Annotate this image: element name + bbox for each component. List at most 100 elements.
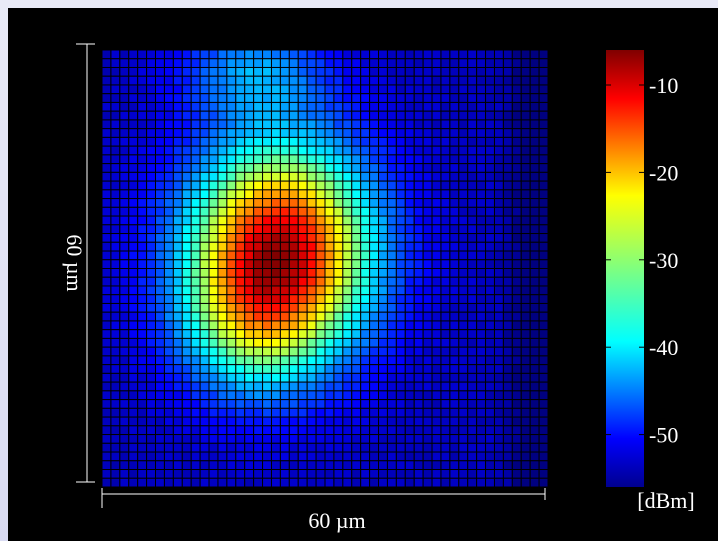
heatmap-cell — [244, 206, 255, 217]
heatmap-cell — [288, 189, 299, 200]
heatmap-cell — [404, 75, 415, 86]
heatmap-cell — [333, 224, 344, 235]
heatmap-cell — [208, 285, 219, 296]
heatmap-cell — [324, 364, 335, 374]
heatmap-cell — [155, 49, 165, 60]
heatmap-cell — [244, 241, 255, 252]
heatmap-cell — [324, 163, 335, 173]
heatmap-cell — [386, 469, 397, 479]
heatmap-cell — [529, 49, 540, 60]
heatmap-cell — [217, 381, 228, 392]
heatmap-cell — [315, 198, 326, 208]
heatmap-cell — [101, 84, 112, 95]
heatmap-cell — [128, 250, 139, 261]
heatmap-cell — [395, 460, 406, 471]
heatmap-cell — [208, 276, 219, 287]
heatmap-cell — [101, 58, 112, 68]
heatmap-cell — [217, 407, 228, 418]
heatmap-cell — [449, 285, 460, 296]
heatmap-cell — [253, 250, 264, 261]
heatmap-cell — [520, 460, 531, 471]
heatmap-cell — [422, 171, 433, 182]
heatmap-cell — [502, 469, 513, 479]
heatmap-cell — [235, 93, 246, 103]
heatmap-cell — [413, 259, 424, 270]
heatmap-cell — [431, 399, 442, 409]
heatmap-cell — [146, 416, 157, 427]
heatmap-cell — [244, 469, 255, 479]
heatmap-cell — [538, 93, 549, 103]
heatmap-cell — [270, 128, 281, 138]
heatmap-cell — [342, 320, 353, 331]
heatmap-cell — [422, 346, 433, 357]
heatmap-cell — [110, 189, 121, 200]
heatmap-cell — [502, 198, 513, 208]
heatmap-cell — [511, 241, 522, 252]
heatmap-cell — [333, 355, 344, 366]
heatmap-cell — [244, 442, 255, 453]
heatmap-cell — [279, 84, 290, 95]
heatmap-cell — [279, 285, 290, 296]
heatmap-cell — [369, 372, 380, 383]
heatmap-cell — [333, 259, 344, 270]
heatmap-cell — [493, 224, 504, 235]
heatmap-cell — [520, 198, 531, 208]
heatmap-cell — [128, 241, 139, 252]
heatmap-cell — [279, 101, 290, 112]
heatmap-cell — [529, 477, 540, 488]
heatmap-cell — [155, 451, 165, 462]
heatmap-cell — [485, 294, 495, 304]
heatmap-cell — [190, 145, 201, 156]
heatmap-cell — [315, 425, 326, 436]
heatmap-cell — [172, 407, 183, 418]
heatmap-cell — [511, 145, 522, 156]
heatmap-cell — [369, 268, 380, 278]
heatmap-cell — [404, 477, 415, 488]
heatmap-cell — [413, 364, 424, 374]
heatmap-cell — [493, 451, 504, 462]
heatmap-cell — [137, 346, 148, 357]
heatmap-cell — [262, 372, 272, 383]
heatmap-cell — [360, 189, 371, 200]
heatmap-cell — [306, 285, 317, 296]
heatmap-cell — [449, 93, 460, 103]
heatmap-cell — [324, 346, 335, 357]
heatmap-cell — [324, 390, 335, 401]
heatmap-cell — [101, 49, 112, 60]
heatmap-cell — [253, 163, 264, 173]
heatmap-cell — [467, 58, 478, 68]
heatmap-cell — [244, 101, 255, 112]
heatmap-cell — [253, 58, 264, 68]
heatmap-cell — [529, 337, 540, 348]
heatmap-cell — [502, 75, 513, 86]
heatmap-cell — [119, 285, 130, 296]
heatmap-cell — [253, 66, 264, 77]
heatmap-cell — [226, 241, 237, 252]
heatmap-cell — [270, 276, 281, 287]
heatmap-cell — [404, 49, 415, 60]
heatmap-cell — [128, 110, 139, 121]
heatmap-cell — [172, 101, 183, 112]
heatmap-cell — [155, 407, 165, 418]
heatmap-cell — [413, 110, 424, 121]
heatmap-cell — [324, 93, 335, 103]
heatmap-cell — [190, 119, 201, 130]
heatmap-cell — [315, 276, 326, 287]
heatmap-cell — [342, 364, 353, 374]
heatmap-cell — [253, 364, 264, 374]
heatmap-cell — [440, 259, 451, 270]
heatmap-cell — [262, 136, 272, 147]
heatmap-cell — [181, 101, 192, 112]
heatmap-cell — [137, 101, 148, 112]
heatmap-cell — [110, 224, 121, 235]
heatmap-cell — [155, 381, 165, 392]
heatmap-cell — [511, 311, 522, 322]
heatmap-cell — [351, 469, 362, 479]
heatmap-cell — [146, 250, 157, 261]
heatmap-cell — [128, 224, 139, 235]
heatmap-cell — [404, 302, 415, 313]
heatmap-cell — [324, 171, 335, 182]
heatmap-cell — [520, 416, 531, 427]
heatmap-cell — [520, 407, 531, 418]
heatmap-cell — [288, 241, 299, 252]
